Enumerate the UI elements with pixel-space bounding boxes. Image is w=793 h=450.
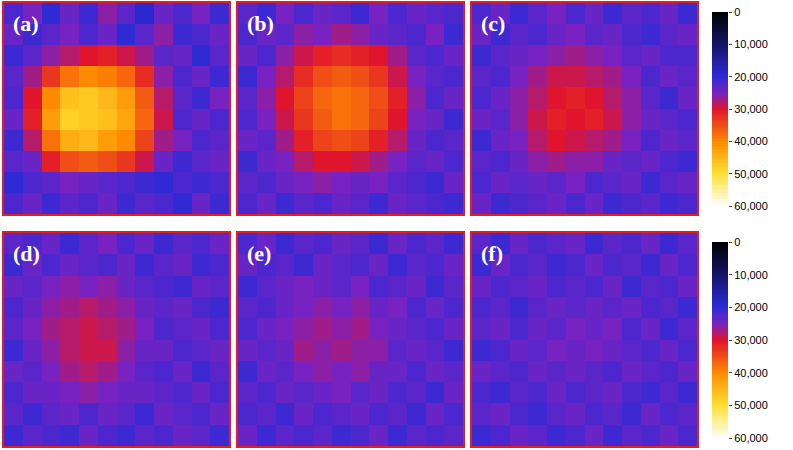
svg-text:60,000: 60,000 [734,432,768,444]
svg-text:(e): (e) [247,241,271,266]
svg-text:(f): (f) [481,241,503,266]
svg-text:50,000: 50,000 [734,168,768,180]
svg-text:20,000: 20,000 [734,71,768,83]
svg-text:40,000: 40,000 [734,367,768,379]
svg-text:50,000: 50,000 [734,399,768,411]
svg-text:40,000: 40,000 [734,135,768,147]
svg-text:10,000: 10,000 [734,269,768,281]
svg-text:30,000: 30,000 [734,103,768,115]
svg-text:(a): (a) [13,11,39,36]
svg-text:(c): (c) [481,11,505,36]
svg-text:0: 0 [734,236,740,248]
svg-text:10,000: 10,000 [734,38,768,50]
svg-text:60,000: 60,000 [734,200,768,212]
svg-text:(d): (d) [13,241,40,266]
svg-text:20,000: 20,000 [734,301,768,313]
svg-text:0: 0 [734,6,740,18]
svg-text:(b): (b) [247,11,274,36]
svg-text:30,000: 30,000 [734,334,768,346]
